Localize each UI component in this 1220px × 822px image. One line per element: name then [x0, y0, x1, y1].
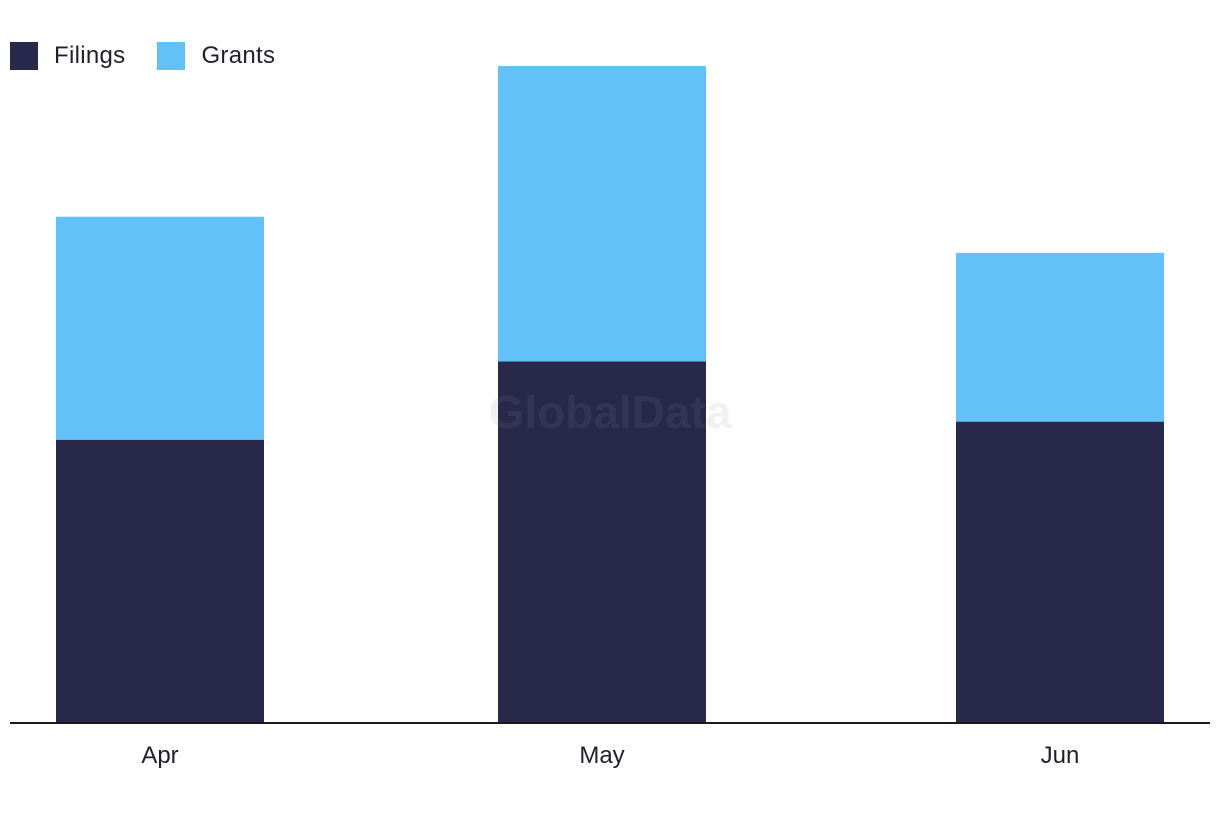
x-axis-ticks: Apr May Jun [141, 742, 1079, 769]
x-tick-label-apr: Apr [141, 742, 178, 769]
bars-group [56, 66, 1164, 723]
legend-item-filings: Filings [10, 42, 125, 70]
legend-label-filings: Filings [54, 42, 126, 69]
bar-grants-may [498, 66, 706, 362]
bar-filings-may [498, 361, 706, 723]
watermark-text: GlobalData [489, 386, 732, 438]
x-tick-label-jun: Jun [1041, 742, 1080, 769]
x-tick-label-may: May [579, 742, 624, 769]
bar-grants-apr [56, 216, 264, 440]
bar-filings-jun [956, 421, 1164, 723]
bar-filings-apr [56, 439, 264, 723]
legend-swatch-grants [157, 42, 186, 70]
legend-swatch-filings [10, 42, 38, 70]
chart-legend: Filings Grants [10, 42, 275, 70]
legend-item-grants: Grants [157, 42, 275, 70]
legend-label-grants: Grants [201, 42, 276, 69]
bar-grants-jun [956, 252, 1164, 422]
